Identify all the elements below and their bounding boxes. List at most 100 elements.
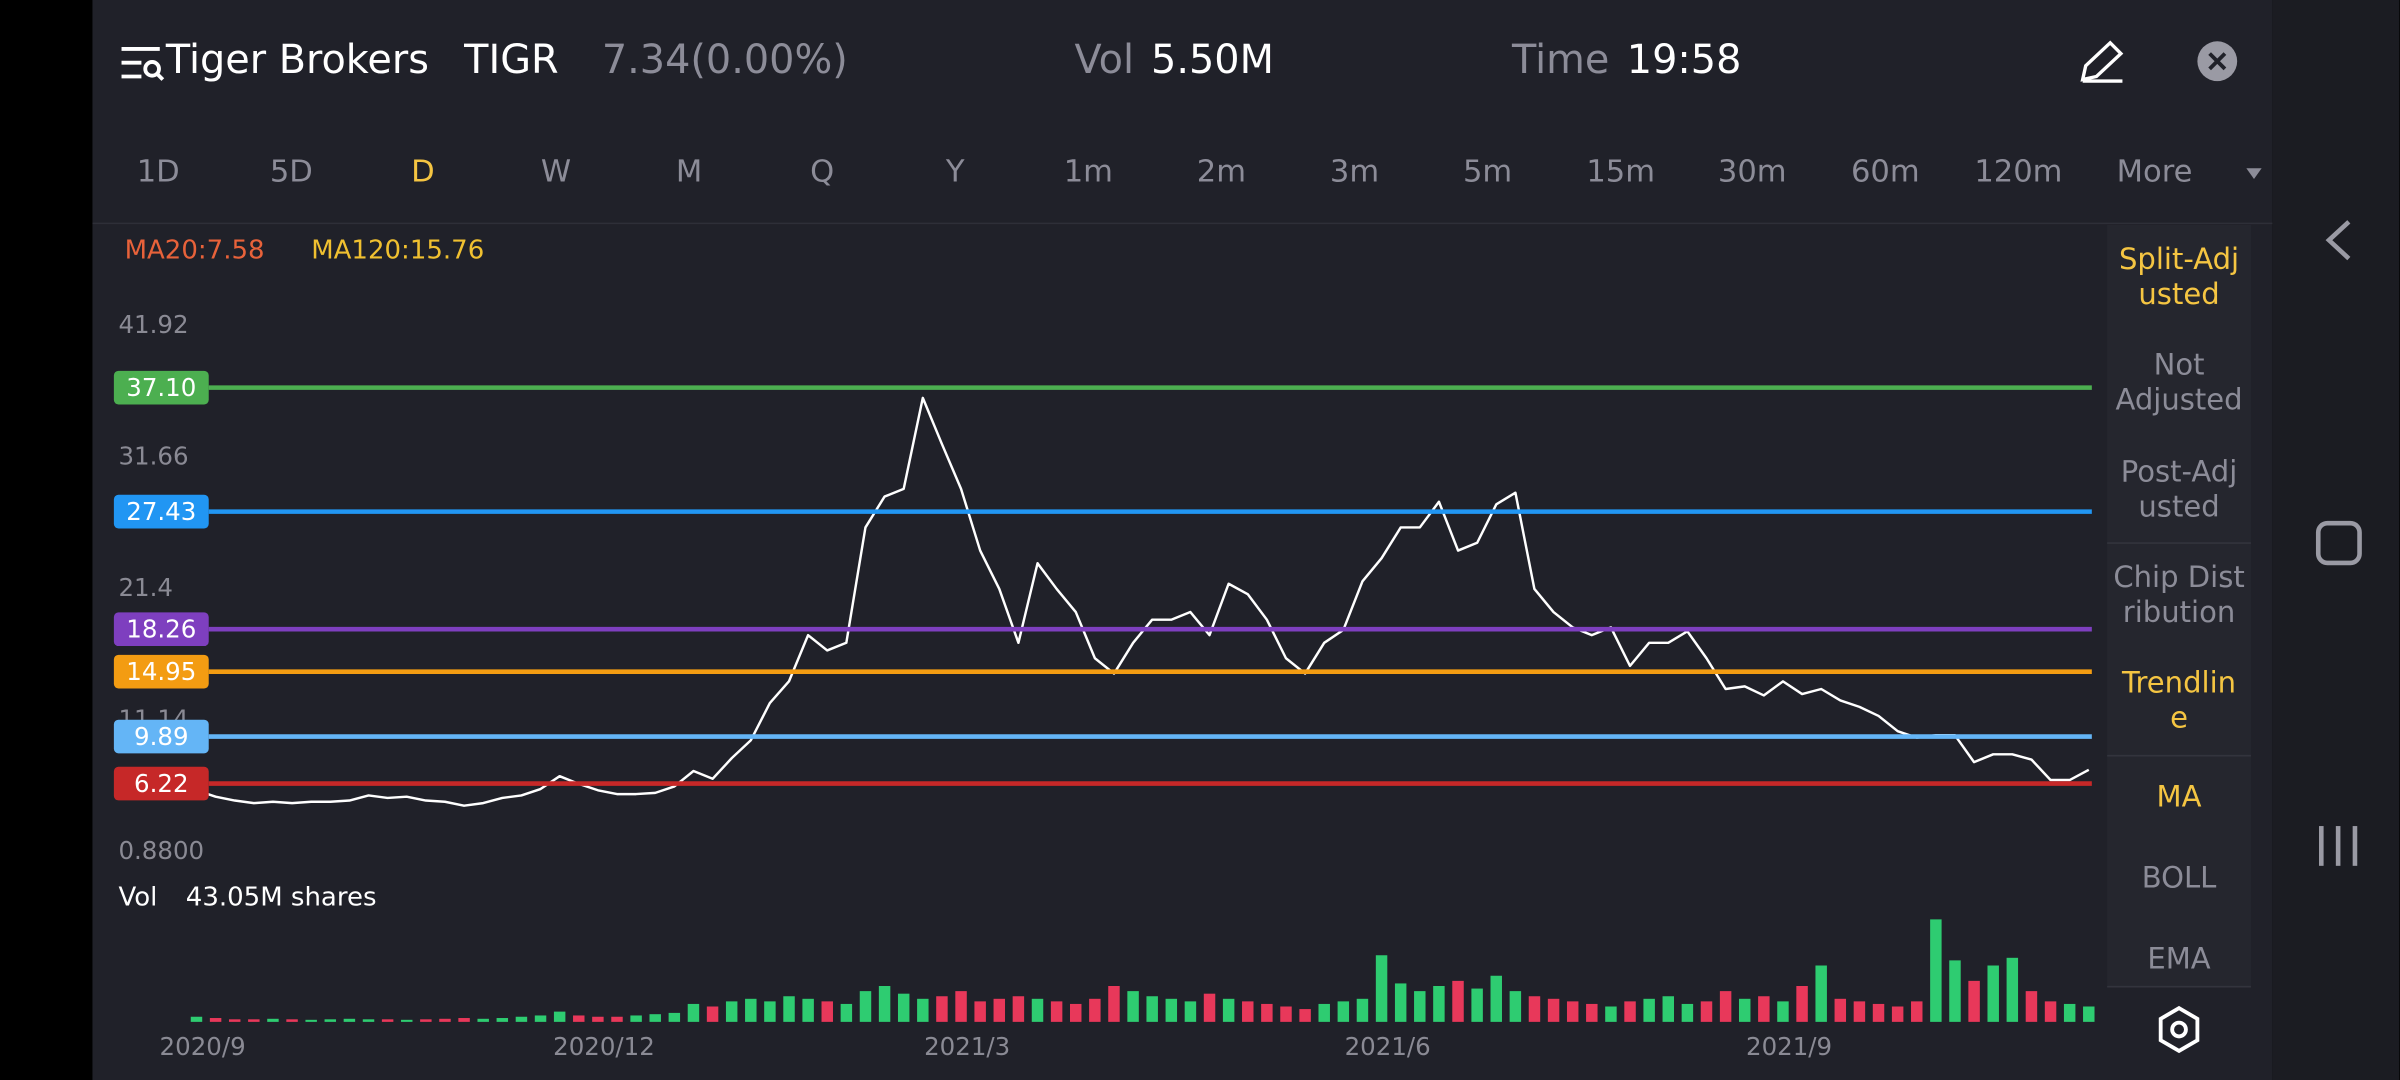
volume-bar xyxy=(553,1011,566,1022)
side-option[interactable]: Trendlin xyxy=(2121,666,2236,700)
period-tab[interactable]: 30m xyxy=(1718,154,1787,189)
time-value: 19:58 xyxy=(1627,37,1742,83)
home-icon[interactable] xyxy=(2315,520,2362,566)
period-tab[interactable]: 120m xyxy=(1974,154,2062,189)
volume-bar xyxy=(1509,991,1522,1022)
volume-bar xyxy=(1700,1001,1713,1022)
period-tab[interactable]: 5m xyxy=(1463,154,1512,189)
period-tab[interactable]: 1m xyxy=(1064,154,1113,189)
trendline-label: 9.89 xyxy=(134,722,188,751)
side-option[interactable]: EMA xyxy=(2147,942,2210,976)
volume-bar xyxy=(362,1019,375,1022)
volume-bar xyxy=(1624,1001,1636,1022)
volume-bar xyxy=(1911,1001,1923,1022)
trendline-label: 14.95 xyxy=(126,657,196,686)
side-option[interactable]: BOLL xyxy=(2142,861,2217,895)
volume-bar xyxy=(1987,965,1999,1022)
volume-bar xyxy=(1280,1006,1292,1022)
volume-bar xyxy=(1834,998,1847,1022)
settings-icon[interactable] xyxy=(2158,1005,2200,1054)
volume-bar xyxy=(725,1001,738,1022)
volume-bar xyxy=(2006,957,2019,1022)
side-option[interactable]: ribution xyxy=(2123,595,2235,629)
volume-bar xyxy=(496,1018,509,1022)
volume-bar xyxy=(1968,980,1980,1022)
side-option[interactable]: Not xyxy=(2154,347,2205,381)
period-tab[interactable]: More xyxy=(2117,154,2193,189)
volume-bar xyxy=(267,1018,279,1022)
time-label: Time xyxy=(1511,37,1609,83)
y-tick-label: 31.66 xyxy=(118,441,188,470)
edit-icon[interactable] xyxy=(2080,40,2124,83)
volume-bar xyxy=(1433,985,1445,1022)
volume-bar xyxy=(764,1001,776,1022)
volume-bar xyxy=(1662,996,1675,1022)
volume-bar xyxy=(228,1019,241,1022)
period-tab[interactable]: Y xyxy=(945,154,965,189)
trendline-label-box xyxy=(113,766,209,801)
volume-bar xyxy=(209,1018,222,1022)
indicator: MA20:7.58 xyxy=(125,235,265,265)
period-tab[interactable]: W xyxy=(541,154,571,189)
volume-bar xyxy=(592,1016,604,1022)
volume-bar xyxy=(745,998,757,1022)
side-option[interactable]: Adjusted xyxy=(2115,383,2242,417)
volume-bar xyxy=(687,1003,700,1022)
volume-bar xyxy=(1146,996,1158,1022)
back-icon[interactable] xyxy=(2325,220,2351,261)
close-button[interactable] xyxy=(2197,41,2238,82)
volume-bar xyxy=(668,1012,681,1022)
volume-bar xyxy=(1203,993,1216,1022)
period-tab[interactable]: Q xyxy=(810,154,834,189)
period-tab[interactable]: 2m xyxy=(1197,154,1246,189)
recents-icon[interactable] xyxy=(2319,826,2358,866)
volume-bar xyxy=(974,1001,986,1022)
x-tick-label: 2021/6 xyxy=(1345,1032,1431,1061)
volume-bar xyxy=(783,996,795,1022)
y-tick-label: 21.4 xyxy=(118,573,172,602)
side-option[interactable]: MA xyxy=(2157,780,2202,814)
trendline-label-box xyxy=(113,654,209,689)
volume-bar xyxy=(1949,960,1961,1022)
period-tab[interactable]: 15m xyxy=(1586,154,1655,189)
volume-bar xyxy=(1777,1001,1789,1022)
volume-bar xyxy=(802,998,814,1022)
period-tab[interactable]: 60m xyxy=(1851,154,1920,189)
period-tab[interactable]: D xyxy=(411,154,435,189)
side-panel xyxy=(2107,224,2251,987)
trendline-label: 37.10 xyxy=(126,373,196,402)
volume-bar xyxy=(1261,1003,1273,1022)
x-tick-label: 2020/9 xyxy=(160,1032,246,1061)
menu-icon[interactable] xyxy=(121,47,165,81)
volume-bar xyxy=(1070,1003,1082,1022)
period-tab[interactable]: 3m xyxy=(1330,154,1379,189)
volume-bar xyxy=(993,998,1006,1022)
trendline-label: 6.22 xyxy=(134,769,188,798)
volume-bar xyxy=(1719,991,1732,1022)
volume-bar xyxy=(1471,988,1483,1022)
volume-bar xyxy=(477,1018,489,1022)
side-option[interactable]: Split-Adj xyxy=(2119,242,2239,276)
volume-bar xyxy=(706,1006,719,1022)
period-tab[interactable]: 5D xyxy=(270,154,313,189)
period-tab[interactable]: M xyxy=(676,154,702,189)
volume-bar xyxy=(1356,998,1369,1022)
more-dropdown[interactable] xyxy=(2246,168,2262,179)
volume-bar xyxy=(1605,1006,1617,1022)
x-tick-label: 2020/12 xyxy=(553,1032,655,1061)
volume-bar xyxy=(1566,1001,1579,1022)
side-option[interactable]: e xyxy=(2170,701,2188,735)
volume-bar xyxy=(840,1003,853,1022)
side-option[interactable]: Post-Adj xyxy=(2121,454,2238,488)
volume-bar xyxy=(2025,991,2038,1022)
volume-bar xyxy=(439,1018,451,1022)
volume-bar xyxy=(1452,980,1464,1022)
vol-label: Vol xyxy=(1075,37,1135,83)
period-tab[interactable]: 1D xyxy=(137,154,180,189)
side-option[interactable]: usted xyxy=(2138,277,2219,311)
side-option[interactable]: usted xyxy=(2138,490,2219,524)
trendline-label: 18.26 xyxy=(126,615,196,644)
side-option[interactable]: Chip Dist xyxy=(2113,560,2244,594)
volume-bar xyxy=(897,993,910,1022)
